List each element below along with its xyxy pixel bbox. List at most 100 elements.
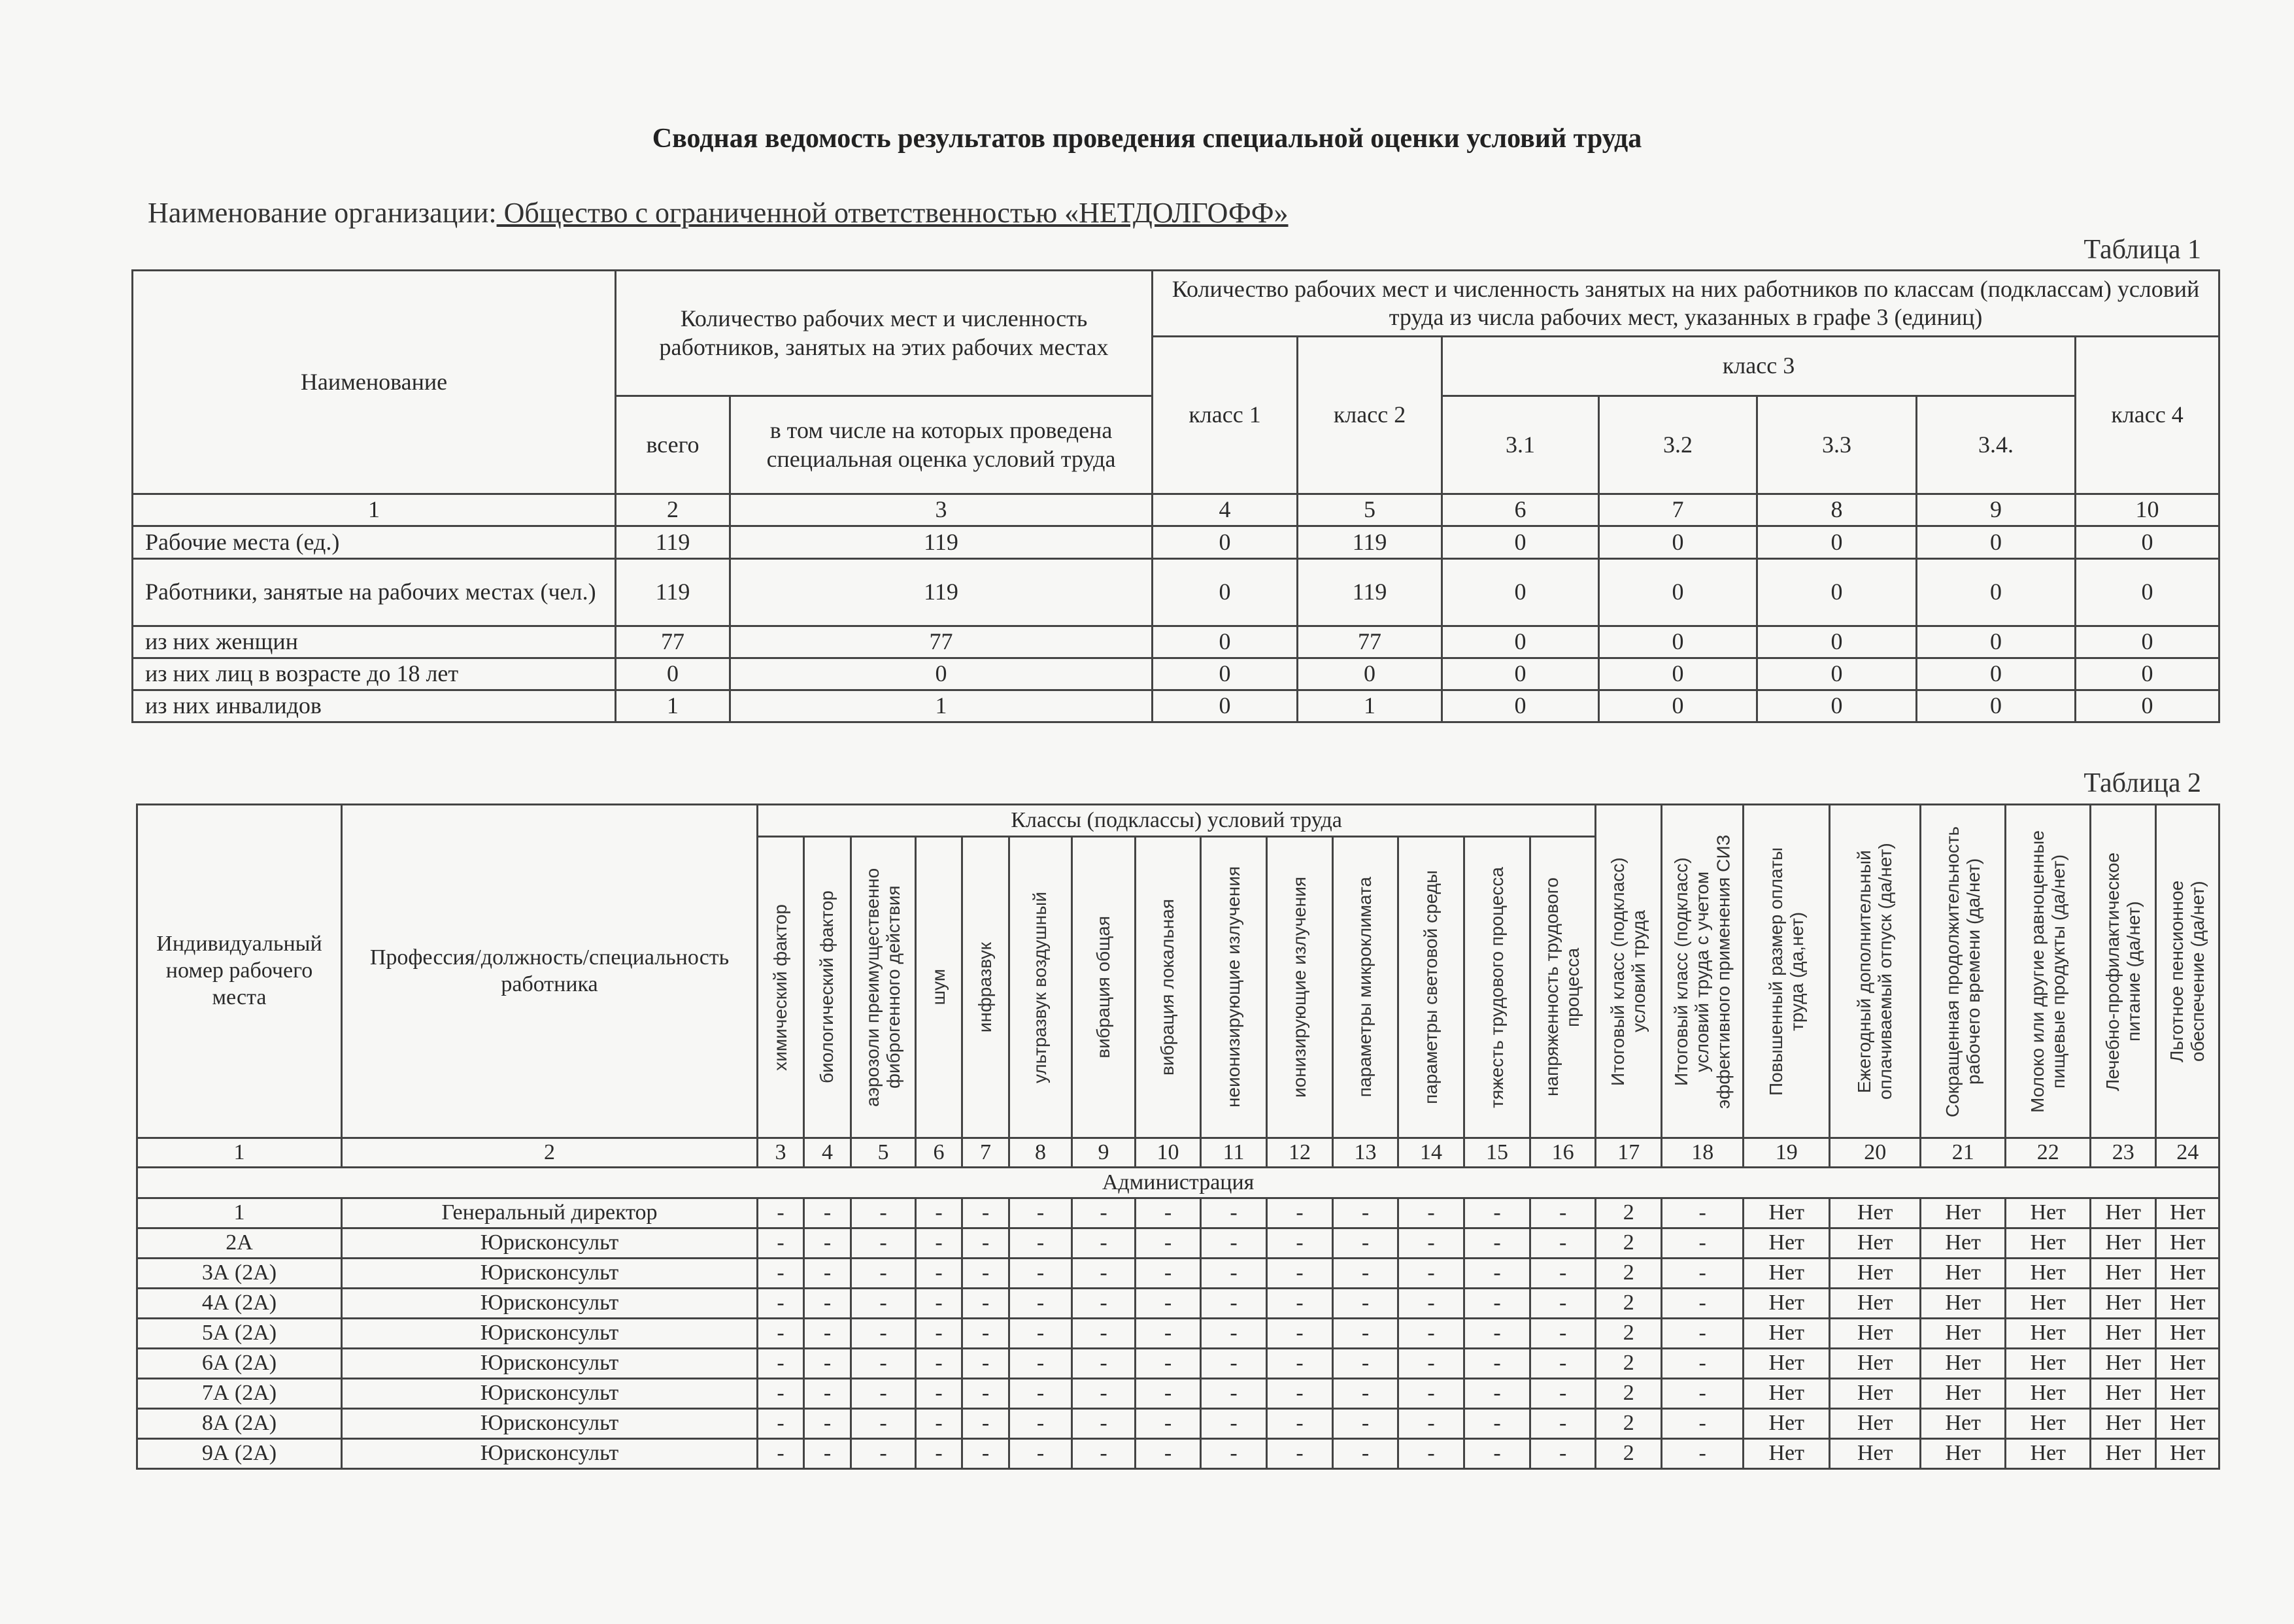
table-row: 1 Генеральный директор - - - - - - - - - - - - - -2- Нет… — [136, 1197, 2221, 1229]
cell: - — [1200, 1257, 1268, 1289]
cell: - — [850, 1317, 917, 1349]
cell: Нет — [2089, 1197, 2157, 1229]
cell: - — [850, 1287, 917, 1319]
cell: - — [1200, 1317, 1268, 1349]
cell: - — [1463, 1287, 1531, 1319]
table-row: 5А (2А) Юрисконсульт - - - - - - - - - - - - - -2- Нет Не… — [136, 1317, 2221, 1349]
document-title: Сводная ведомость результатов проведения… — [652, 124, 1642, 154]
header-extra-label: Повышенный размер оплаты труда (да,нет) — [1765, 847, 1807, 1096]
cell: 1 — [1296, 689, 1443, 723]
cell: 119 — [1296, 558, 1443, 627]
cell: 0 — [1598, 657, 1759, 691]
column-number: 14 — [1397, 1137, 1465, 1168]
cell: Нет — [2004, 1408, 2092, 1440]
cell: - — [1071, 1378, 1136, 1410]
cell: Нет — [2089, 1287, 2157, 1319]
row-label: из них женщин — [131, 625, 616, 659]
header-extra-label: Молоко или другие равноценные пищевые пр… — [2027, 830, 2068, 1113]
cell: - — [1528, 1438, 1597, 1470]
cell: - — [1071, 1317, 1136, 1349]
cell: Нет — [1829, 1227, 1922, 1259]
cell: - — [1397, 1227, 1465, 1259]
cell: - — [756, 1197, 805, 1229]
header-extra-label: Сокращенная продолжительность рабочего в… — [1942, 825, 1983, 1117]
cell: - — [1528, 1287, 1597, 1319]
column-number: 17 — [1594, 1137, 1663, 1168]
header-assessed: в том числе на которых проведена специал… — [728, 395, 1154, 495]
column-number: 4 — [1151, 493, 1299, 527]
cell: 0 — [1441, 657, 1600, 691]
cell: 0 — [1915, 657, 2077, 691]
cell: - — [803, 1378, 852, 1410]
cell: 2 — [1594, 1378, 1663, 1410]
workplace-id: 8А (2А) — [136, 1408, 343, 1440]
header-sub-3-4: 3.4. — [1915, 395, 2077, 495]
cell: - — [1397, 1438, 1465, 1470]
header-name: Наименование — [131, 269, 616, 495]
cell: - — [961, 1438, 1010, 1470]
table-row: 3А (2А) Юрисконсульт - - - - - - - - - - - - - -2- Нет Не… — [136, 1257, 2221, 1289]
table-row: из них женщин 77 77 0 77 0 0 0 0 0 — [131, 625, 2221, 659]
cell: - — [803, 1257, 852, 1289]
column-number: 21 — [1919, 1137, 2007, 1168]
cell: - — [1463, 1257, 1531, 1289]
cell: Нет — [1829, 1317, 1922, 1349]
cell: 0 — [1296, 657, 1443, 691]
header-extra-label: Льготное пенсионное обеспечение (да/нет) — [2167, 880, 2208, 1062]
column-number: 8 — [1008, 1137, 1073, 1168]
table-row: 2А Юрисконсульт - - - - - - - - - - - - - -2- Нет Нет Нет Н… — [136, 1227, 2221, 1259]
cell: - — [915, 1378, 963, 1410]
cell: Нет — [2004, 1227, 2092, 1259]
workplace-id: 9А (2А) — [136, 1438, 343, 1470]
column-number: 6 — [915, 1137, 963, 1168]
cell: - — [961, 1197, 1010, 1229]
header-sub-3-3: 3.3 — [1756, 395, 1918, 495]
cell: - — [850, 1257, 917, 1289]
cell: - — [1463, 1378, 1531, 1410]
column-numbers-row: 1 2 3 4 5 6 7 8 9 10 — [131, 493, 2221, 527]
cell: - — [1463, 1438, 1531, 1470]
cell: - — [1463, 1408, 1531, 1440]
workplace-id: 5А (2А) — [136, 1317, 343, 1349]
cell: - — [803, 1227, 852, 1259]
column-numbers-row: 1 2 3 4 5 6 7 8 9 10 11 12 13 14 15 16 17 18 19 20 21 22 23 24 — [136, 1137, 2221, 1168]
profession: Юрисконсульт — [341, 1257, 758, 1289]
workplace-id: 7А (2А) — [136, 1378, 343, 1410]
cell: - — [850, 1197, 917, 1229]
column-number: 1 — [131, 493, 616, 527]
header-factor: параметры микроклимата — [1332, 836, 1399, 1139]
column-number: 13 — [1332, 1137, 1399, 1168]
cell: - — [1397, 1408, 1465, 1440]
cell: - — [1071, 1287, 1136, 1319]
column-number: 3 — [728, 493, 1154, 527]
profession: Юрисконсульт — [341, 1287, 758, 1319]
cell: 2 — [1594, 1317, 1663, 1349]
cell: - — [1134, 1408, 1202, 1440]
cell: - — [1008, 1257, 1073, 1289]
table-row: Рабочие места (ед.) 119 119 0 119 0 0 0 0 0 — [131, 525, 2221, 560]
cell: - — [1071, 1408, 1136, 1440]
cell: - — [1661, 1438, 1745, 1470]
header-factor: вибрация общая — [1071, 836, 1136, 1139]
cell: - — [1528, 1317, 1597, 1349]
table2-caption: Таблица 2 — [2083, 768, 2201, 798]
header-factor-label: параметры световой среды — [1420, 870, 1441, 1104]
cell: 0 — [1441, 689, 1600, 723]
cell: - — [1266, 1317, 1334, 1349]
column-number: 7 — [1598, 493, 1759, 527]
cell: Нет — [2089, 1347, 2157, 1379]
header-factor-label: ионизирующие излучения — [1289, 876, 1309, 1098]
header-factor: неионизирующие излучения — [1200, 836, 1268, 1139]
profession: Юрисконсульт — [341, 1378, 758, 1410]
header-factor-label: аэрозоли преимущественно фиброгенного де… — [862, 868, 903, 1107]
cell: - — [1463, 1197, 1531, 1229]
cell: - — [1266, 1438, 1334, 1470]
cell: 0 — [2074, 525, 2221, 560]
cell: 0 — [1151, 689, 1299, 723]
cell: 0 — [1756, 558, 1918, 627]
column-number: 9 — [1915, 493, 2077, 527]
cell: Нет — [2155, 1287, 2221, 1319]
section-header: Администрация — [135, 1166, 2221, 1199]
cell: - — [1200, 1378, 1268, 1410]
column-number: 7 — [961, 1137, 1010, 1168]
